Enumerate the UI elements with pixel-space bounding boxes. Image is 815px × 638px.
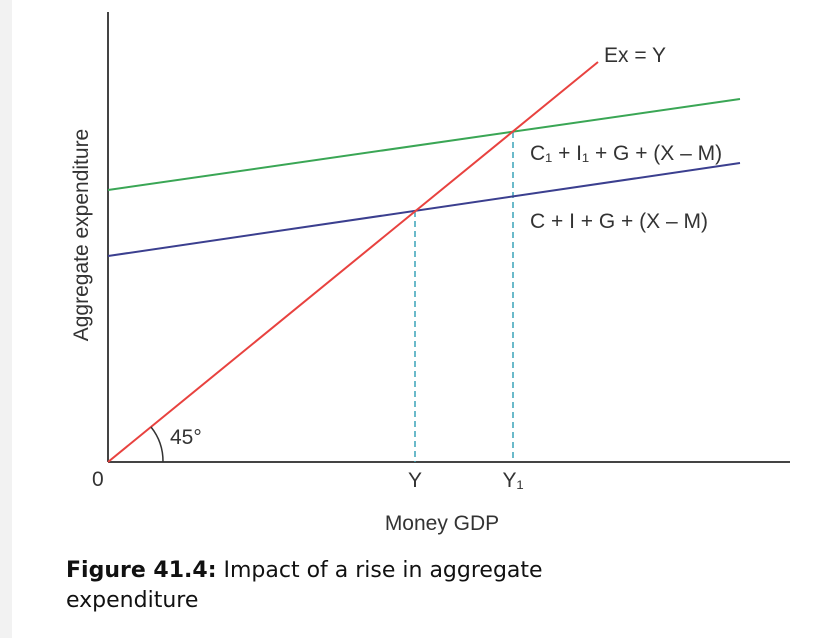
caption-label: Figure 41.4: (66, 558, 217, 583)
x-mark: Y₁ (502, 469, 523, 492)
caption: Figure 41.4: Impact of a rise in aggrega… (66, 556, 666, 616)
line-label: Ex = Y (604, 44, 666, 67)
diagram: 45° Ex = Y C₁ + I₁ + G + (X – M) C + I +… (70, 12, 790, 535)
x-mark: Y (408, 469, 422, 492)
line-red (107, 61, 599, 463)
angle-label: 45° (170, 426, 202, 449)
side-strip (0, 0, 12, 638)
caption-text: Impact of a rise in aggregate expenditur… (66, 558, 543, 613)
line-label: C₁ + I₁ + G + (X – M) (530, 142, 722, 165)
line-green (107, 98, 741, 191)
origin-label: 0 (92, 468, 104, 491)
line-label: C + I + G + (X – M) (530, 210, 708, 233)
line-blue (107, 162, 741, 257)
y-axis-label: Aggregate expenditure (70, 129, 93, 342)
angle-arc (150, 426, 164, 463)
x-axis-label: Money GDP (385, 512, 499, 535)
